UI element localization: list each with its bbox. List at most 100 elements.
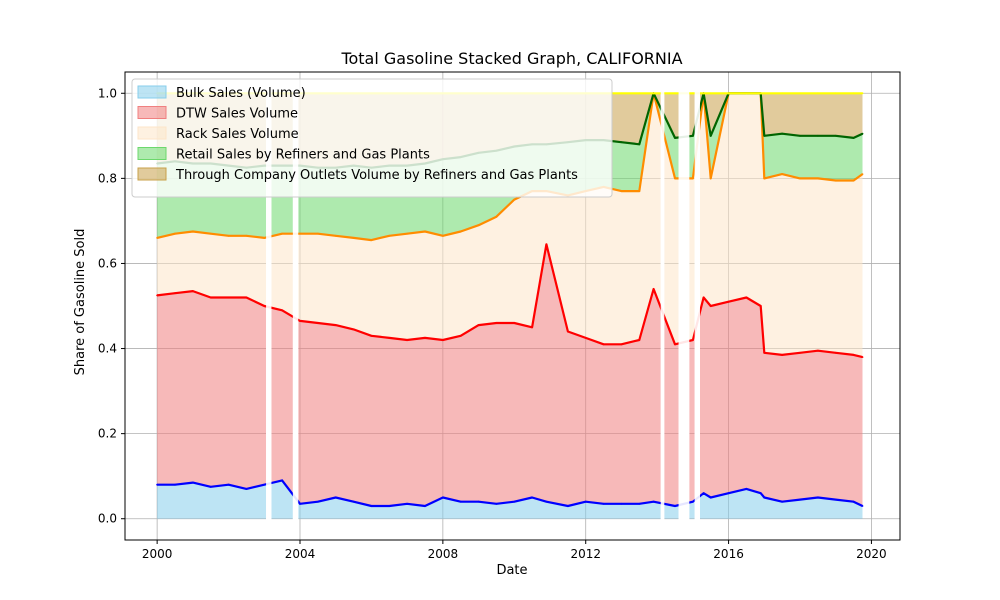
point-series-0: [192, 481, 194, 484]
point-series-2: [263, 237, 266, 239]
x-tick-label: 2012: [570, 547, 601, 561]
point-series-1: [459, 334, 462, 337]
point-series-1: [442, 339, 444, 341]
gap-mask: [694, 72, 700, 540]
point-series-3: [781, 132, 783, 135]
point-series-0: [638, 502, 641, 505]
point-series-0: [545, 500, 548, 503]
chart-title: Total Gasoline Stacked Graph, CALIFORNIA: [340, 49, 682, 68]
point-series-3: [692, 134, 694, 137]
point-series-0: [424, 505, 426, 507]
point-series-4: [702, 92, 705, 95]
point-series-2: [459, 230, 462, 233]
point-series-0: [156, 483, 159, 486]
point-series-2: [709, 177, 712, 180]
point-series-0: [370, 505, 373, 507]
legend-label: Rack Sales Volume: [176, 127, 299, 142]
point-series-2: [156, 237, 159, 239]
point-series-3: [834, 134, 837, 137]
point-series-0: [702, 492, 705, 495]
point-series-3: [763, 134, 766, 137]
point-series-1: [227, 296, 230, 299]
x-tick-label: 2000: [142, 547, 173, 561]
point-series-0: [531, 496, 533, 499]
point-series-0: [727, 492, 730, 495]
point-series-0: [674, 505, 676, 507]
legend-label: DTW Sales Volume: [176, 107, 298, 122]
point-series-1: [352, 328, 355, 331]
point-series-2: [406, 232, 408, 235]
point-series-0: [799, 498, 801, 501]
point-series-0: [459, 500, 462, 503]
point-series-1: [759, 305, 762, 307]
x-tick-label: 2008: [428, 547, 459, 561]
point-series-0: [745, 488, 748, 490]
x-tick-label: 2016: [713, 547, 744, 561]
point-series-3: [709, 134, 712, 137]
x-axis: 2000 2004 2008 2012 2016 2020: [142, 540, 887, 561]
point-series-0: [334, 496, 337, 499]
point-series-1: [263, 305, 266, 307]
point-series-1: [852, 354, 855, 356]
gap-mask: [660, 72, 665, 540]
point-series-1: [192, 290, 194, 292]
point-series-0: [709, 496, 712, 499]
point-series-0: [477, 500, 480, 503]
point-series-3: [674, 137, 676, 139]
point-series-2: [227, 234, 230, 237]
point-series-1: [334, 324, 337, 326]
point-series-2: [799, 177, 801, 180]
point-series-1: [709, 305, 712, 307]
point-series-4: [817, 92, 819, 95]
point-series-4: [620, 92, 623, 95]
point-series-1: [370, 334, 373, 337]
legend-swatch: [137, 167, 167, 181]
point-series-4: [674, 92, 676, 95]
point-series-1: [174, 292, 176, 295]
y-axis-label: Share of Gasoline Sold: [73, 229, 88, 376]
gap-mask: [266, 72, 272, 540]
point-series-2: [192, 230, 194, 233]
point-series-1: [692, 339, 694, 341]
point-series-1: [424, 337, 426, 339]
point-series-1: [567, 330, 569, 333]
point-series-4: [727, 92, 730, 95]
point-series-2: [281, 232, 283, 235]
point-series-0: [495, 502, 498, 505]
point-series-1: [620, 343, 623, 346]
point-series-0: [759, 492, 762, 495]
point-series-1: [477, 324, 480, 326]
point-series-4: [709, 92, 712, 95]
legend-frame: [131, 78, 613, 198]
y-tick-label: 0.2: [98, 427, 117, 441]
point-series-0: [245, 488, 248, 490]
plot-frame: [124, 71, 901, 541]
point-series-2: [781, 173, 783, 176]
point-series-2: [495, 215, 498, 218]
point-series-3: [852, 137, 855, 139]
point-series-2: [620, 190, 623, 193]
point-series-4: [852, 92, 855, 95]
gap-mask: [678, 72, 690, 540]
point-series-4: [799, 92, 801, 95]
y-tick-label: 0.0: [98, 512, 117, 526]
point-series-0: [652, 500, 655, 503]
point-series-0: [584, 500, 587, 503]
gap-mask: [292, 72, 299, 540]
point-series-1: [245, 296, 248, 299]
point-series-0: [763, 496, 766, 499]
point-series-0: [817, 496, 819, 499]
point-series-2: [817, 177, 819, 180]
point-series-0: [352, 500, 355, 503]
point-series-2: [763, 177, 766, 180]
point-series-0: [281, 479, 283, 482]
legend-swatch: [137, 126, 167, 140]
point-series-0: [852, 500, 855, 503]
point-series-2: [638, 190, 641, 193]
y-tick-label: 0.4: [98, 342, 117, 356]
point-series-1: [584, 337, 587, 339]
point-series-4: [834, 92, 837, 95]
point-series-0: [567, 505, 569, 507]
point-series-1: [602, 343, 605, 346]
point-series-2: [674, 177, 676, 180]
